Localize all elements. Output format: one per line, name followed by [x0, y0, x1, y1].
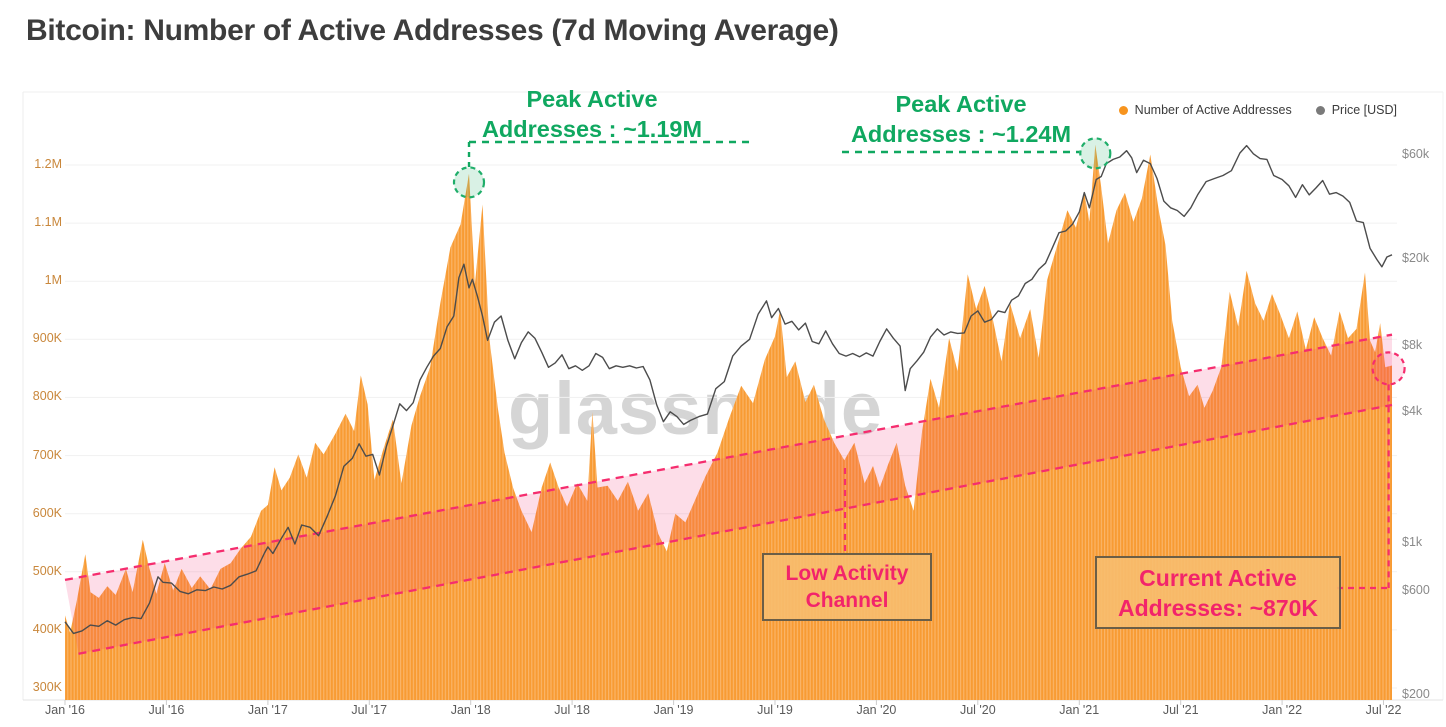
channel-upper-dashed-line — [64, 333, 1393, 582]
peak1-annotation-line2: Addresses : ~1.19M — [481, 116, 703, 142]
page-title: Bitcoin: Number of Active Addresses (7d … — [26, 14, 839, 47]
legend-item-price-usd[interactable]: Price [USD] — [1315, 103, 1397, 117]
current-box-line2: Addresses: ~870K — [1117, 594, 1319, 621]
low-activity-line1: Low Activity — [785, 562, 909, 585]
active-addresses-area-texture — [65, 144, 1392, 700]
peak2-annotation: Peak Active Addresses : ~1.24M — [800, 89, 1122, 149]
x-axis-ticks — [64, 700, 1384, 705]
peak1-annotation: Peak Active Addresses : ~1.19M — [427, 84, 757, 144]
current-point-highlight-circle — [1371, 351, 1406, 386]
active-addresses-legend-dot-icon — [1118, 105, 1128, 115]
current-active-addresses-label-box: Current Active Addresses: ~870K — [1095, 556, 1341, 629]
legend-item-active-addresses[interactable]: Number of Active Addresses — [1118, 103, 1292, 117]
peak2-annotation-line1: Peak Active — [895, 91, 1027, 117]
peak1-annotation-line1: Peak Active — [526, 86, 658, 112]
low-activity-channel-fill — [65, 334, 1392, 654]
peak2-annotation-line2: Addresses : ~1.24M — [850, 121, 1072, 147]
low-activity-channel-label-box: Low Activity Channel — [762, 553, 932, 621]
peak1-highlight-circle — [452, 166, 486, 199]
low-activity-line2: Channel — [805, 589, 889, 612]
legend-label: Price [USD] — [1331, 103, 1397, 117]
price-usd-line — [64, 144, 1393, 635]
current-box-line1: Current Active — [1139, 564, 1297, 591]
peak2-highlight-circle — [1079, 137, 1112, 170]
price-usd-legend-dot-icon — [1315, 105, 1325, 115]
legend-label: Number of Active Addresses — [1134, 103, 1292, 117]
chart-legend: Number of Active Addresses Price [USD] — [1118, 103, 1397, 117]
